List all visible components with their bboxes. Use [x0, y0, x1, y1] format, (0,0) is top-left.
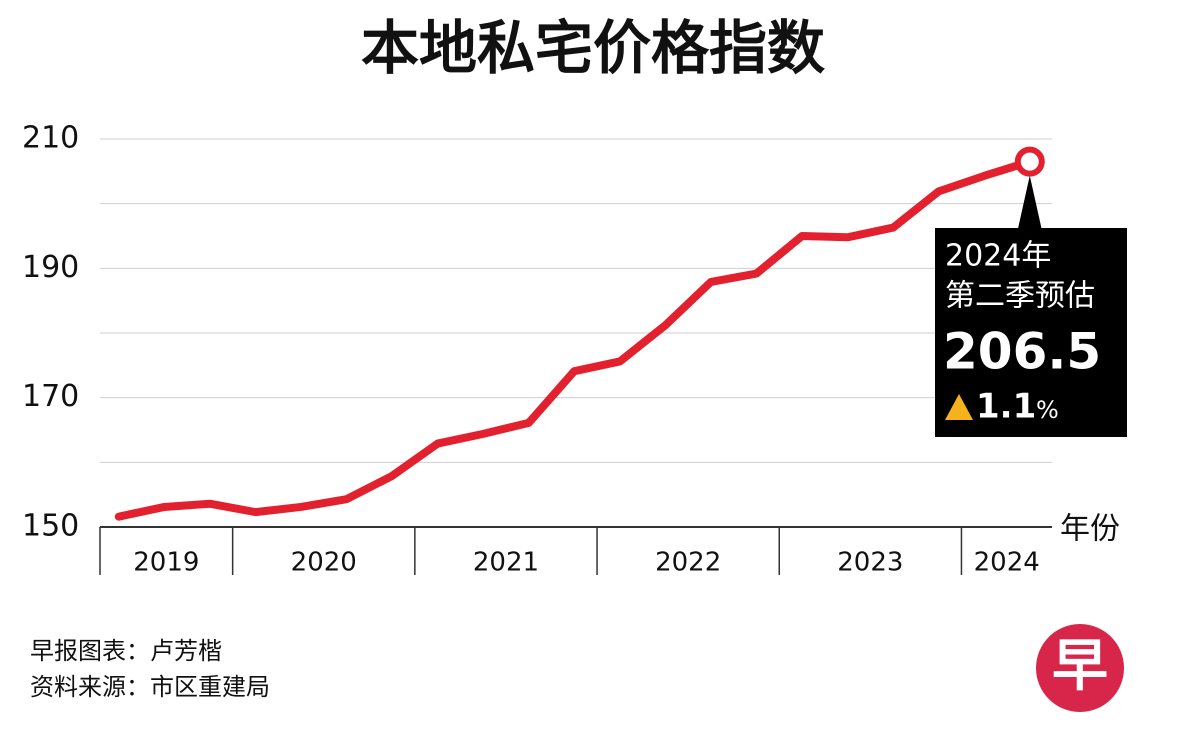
pointer: [1017, 175, 1042, 230]
x-tick-label: 2023: [837, 548, 903, 578]
line: [114, 157, 1034, 521]
chart-title: 本地私宅价格指数: [361, 14, 825, 82]
x-tick-label: 2024: [974, 548, 1040, 578]
y-tick-label: 190: [22, 250, 79, 285]
y-tick-label: 150: [22, 509, 79, 544]
x-axis-label: 年份: [1060, 512, 1120, 547]
annotation-unit: %: [1036, 396, 1059, 424]
annotation-box: [935, 228, 1127, 437]
footer-line: 早报图表：卢芳楷: [30, 637, 222, 665]
up-arrow: [945, 394, 973, 420]
x-tick-label: 2020: [291, 548, 357, 578]
footer-line: 资料来源：市区重建局: [30, 673, 270, 701]
x-tick-label: 2019: [133, 548, 199, 578]
annotation-change: 1.1: [976, 387, 1036, 427]
end-marker: [1014, 146, 1045, 177]
logo-circle: [1036, 624, 1124, 712]
x-tick-label: 2021: [473, 548, 539, 578]
x-tick-label: 2022: [655, 548, 721, 578]
y-tick-label: 170: [22, 379, 79, 414]
annotation-text: 2024年: [945, 239, 1051, 274]
logo: 早: [1052, 634, 1108, 699]
annotation-value: 206.5: [943, 323, 1101, 381]
annotation-text: 第二季预估: [945, 279, 1095, 314]
y-tick-label: 210: [22, 121, 79, 156]
